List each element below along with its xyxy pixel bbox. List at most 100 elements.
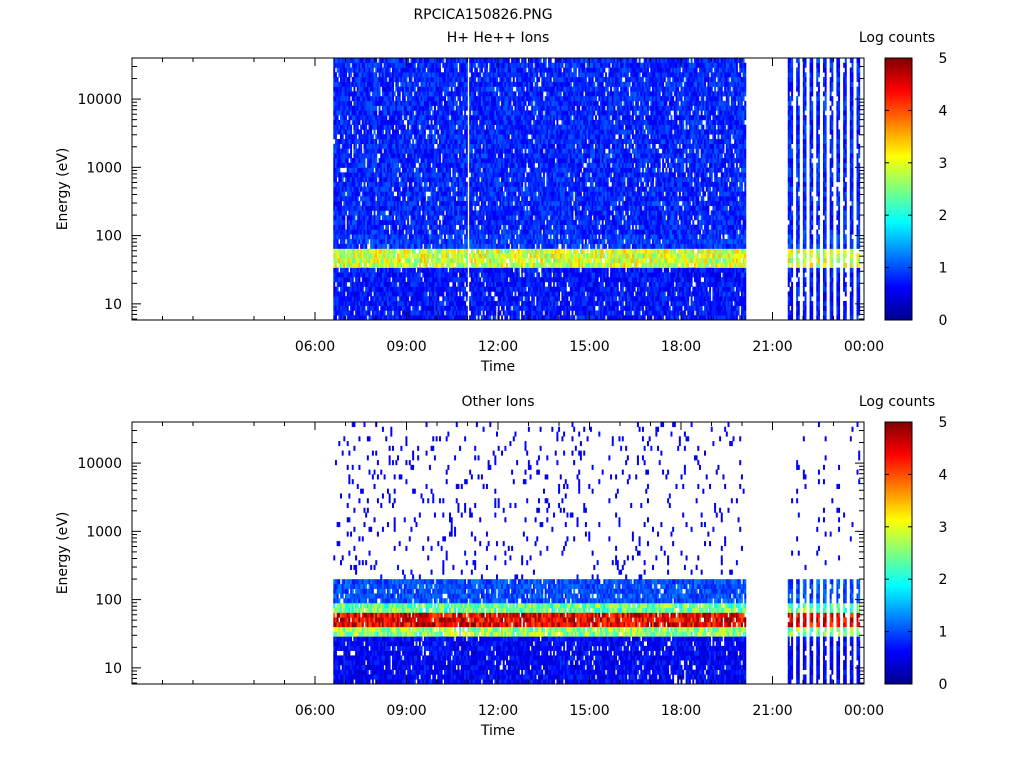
spectrogram-cell: [425, 272, 428, 278]
spectrogram-cell: [407, 200, 410, 206]
spectrogram-cell: [470, 210, 473, 216]
spectrogram-cell: [469, 96, 472, 102]
spectrogram-cell: [393, 134, 396, 140]
spectrogram-cell: [459, 158, 462, 164]
spectrogram-cell: [345, 72, 348, 78]
spectrogram-cell: [370, 115, 373, 121]
spectrogram-cell: [405, 86, 408, 92]
spectrogram-cell: [361, 224, 364, 230]
spectrogram-cell: [393, 91, 396, 97]
spectrogram-cell: [408, 167, 411, 173]
spectrogram-cell: [375, 224, 378, 230]
spectrogram-cell: [338, 91, 341, 97]
spectrogram-cell: [422, 300, 425, 307]
spectrogram-cell: [392, 296, 394, 302]
spectrogram-cell: [450, 148, 453, 154]
spectrogram-cell: [457, 296, 460, 302]
spectrogram-cell: [336, 172, 339, 178]
spectrogram-cell: [370, 315, 373, 321]
spectrogram-cell: [385, 272, 388, 278]
spectrogram-cell: [410, 172, 413, 178]
spectrogram-cell: [378, 119, 381, 125]
spectrogram-cell: [343, 219, 346, 226]
spectrogram-cell: [462, 124, 465, 130]
spectrogram-cell: [343, 105, 346, 111]
spectrogram-cell: [392, 248, 394, 254]
spectrogram-cell: [452, 96, 455, 102]
spectrogram-cell: [433, 234, 436, 240]
spectrogram-cell: [336, 277, 339, 283]
spectrogram-cell: [460, 58, 463, 64]
spectrogram-cell: [449, 96, 452, 102]
spectrogram-cell: [400, 134, 403, 140]
spectrogram-cell: [400, 100, 403, 106]
spectrogram-cell: [452, 72, 455, 78]
spectrogram-cell: [348, 58, 351, 64]
spectrogram-cell: [392, 115, 394, 121]
spectrogram-cell: [408, 119, 411, 125]
spectrogram-cell: [425, 243, 428, 249]
spectrogram-cell: [383, 134, 386, 140]
spectrogram-cell: [457, 253, 460, 259]
spectrogram-cell: [385, 91, 388, 97]
spectrogram-cell: [470, 134, 473, 140]
spectrogram-cell: [381, 119, 384, 125]
spectrogram-cell: [385, 286, 388, 292]
spectrogram-cell: [378, 158, 381, 164]
spectrogram-cell: [415, 262, 418, 268]
spectrogram-cell: [455, 100, 458, 106]
spectrogram-cell: [397, 191, 400, 197]
spectrogram-cell: [405, 229, 408, 235]
spectrogram-cell: [469, 134, 472, 140]
spectrogram-cell: [433, 119, 436, 125]
spectrogram-cell: [343, 91, 346, 97]
spectrogram-cell: [380, 224, 383, 230]
spectrogram-cell: [415, 315, 418, 321]
spectrogram-cell: [378, 210, 381, 216]
spectrogram-cell: [402, 91, 405, 97]
spectrogram-cell: [386, 91, 389, 97]
spectrogram-cell: [380, 248, 383, 254]
spectrogram-cell: [343, 110, 346, 116]
spectrogram-cell: [368, 67, 371, 73]
spectrogram-cell: [438, 291, 441, 297]
spectrogram-cell: [371, 62, 374, 68]
spectrogram-cell: [370, 100, 373, 106]
spectrogram-cell: [427, 215, 430, 221]
spectrogram-cell: [470, 272, 473, 278]
spectrogram-cell: [341, 267, 344, 273]
spectrogram-cell: [444, 181, 446, 187]
spectrogram-cell: [371, 167, 374, 173]
spectrogram-cell: [400, 172, 403, 178]
spectrogram-cell: [449, 119, 452, 125]
spectrogram-cell: [410, 158, 413, 164]
spectrogram-cell: [454, 305, 457, 311]
spectrogram-cell: [454, 300, 457, 307]
spectrogram-cell: [428, 148, 431, 154]
spectrogram-cell: [408, 186, 411, 192]
spectrogram-cell: [433, 277, 436, 283]
spectrogram-cell: [444, 110, 446, 116]
spectrogram-cell: [413, 277, 416, 283]
spectrogram-cell: [465, 105, 468, 111]
spectrogram-cell: [334, 129, 337, 135]
spectrogram-cell: [368, 186, 371, 192]
spectrogram-cell: [457, 167, 460, 173]
spectrogram-cell: [392, 219, 394, 226]
spectrogram-cell: [348, 315, 351, 321]
spectrogram-cell: [475, 239, 478, 245]
spectrogram-cell: [350, 67, 353, 73]
spectrogram-cell: [380, 258, 383, 264]
spectrogram-cell: [375, 200, 378, 206]
spectrogram-cell: [423, 124, 426, 130]
spectrogram-cell: [415, 167, 418, 173]
spectrogram-cell: [392, 77, 394, 83]
spectrogram-cell: [333, 300, 336, 307]
spectrogram-cell: [395, 96, 398, 102]
spectrogram-cell: [464, 77, 467, 83]
spectrogram-cell: [407, 143, 410, 149]
spectrogram-cell: [457, 248, 460, 254]
spectrogram-cell: [477, 305, 480, 311]
spectrogram-cell: [345, 129, 348, 135]
spectrogram-cell: [447, 162, 450, 168]
